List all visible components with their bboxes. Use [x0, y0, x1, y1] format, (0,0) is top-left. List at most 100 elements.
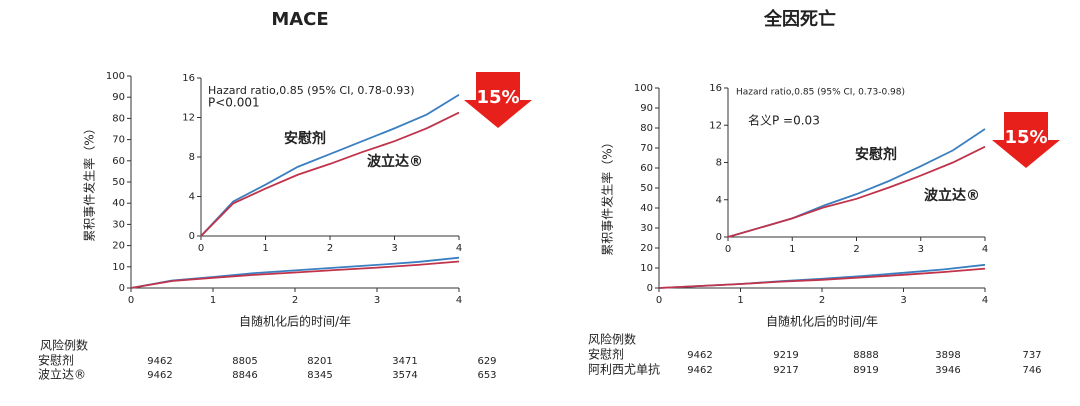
risk-count: 9462 [687, 365, 712, 376]
annotation: Hazard ratio,0.85 (95% CI, 0.73-0.98) [736, 88, 905, 98]
risk-table-title: 风险例数 [588, 332, 636, 347]
annotation: P<0.001 [208, 96, 260, 110]
risk-count: 3946 [935, 365, 960, 376]
risk-row-label: 安慰剂 [588, 347, 624, 362]
inset-x-tick-label: 2 [327, 243, 333, 254]
series-line [727, 145, 986, 238]
risk-count: 3898 [935, 350, 960, 361]
inset-x-tick-label: 0 [725, 244, 731, 255]
main-y-tick-label: 100 [634, 83, 653, 94]
risk-count: 9462 [147, 356, 172, 367]
risk-count: 8201 [307, 356, 332, 367]
risk-count: 3471 [392, 356, 417, 367]
x-axis-label: 自随机化后的时间/年 [766, 314, 878, 329]
risk-table-title: 风险例数 [40, 338, 88, 353]
main-x-tick-label: 4 [456, 295, 462, 306]
risk-row-label: 波立达® [38, 367, 86, 382]
main-y-tick-label: 30 [640, 223, 653, 234]
inset-x-tick-label: 4 [456, 243, 462, 254]
reduction-label: 15% [1004, 127, 1047, 148]
risk-count: 8805 [232, 356, 257, 367]
inset-y-tick-label: 0 [716, 232, 722, 243]
inset-x-tick-label: 4 [982, 244, 988, 255]
main-x-tick-label: 0 [128, 295, 134, 306]
risk-count: 8919 [853, 365, 878, 376]
x-axis-label: 自随机化后的时间/年 [239, 314, 351, 329]
annotation: 名义P =0.03 [748, 113, 820, 128]
risk-row-label: 安慰剂 [38, 353, 74, 368]
inset-y-tick-label: 8 [189, 152, 195, 163]
inset-x-tick-label: 0 [198, 243, 204, 254]
inset-x-tick-label: 3 [918, 244, 924, 255]
risk-count: 8345 [307, 370, 332, 381]
inset-y-tick-label: 16 [709, 83, 722, 94]
chart-title: MACE [271, 9, 328, 30]
main-y-tick-label: 40 [112, 198, 125, 209]
inset-x-tick-label: 1 [262, 243, 268, 254]
main-y-tick-label: 90 [112, 92, 125, 103]
main-y-tick-label: 80 [640, 123, 653, 134]
risk-count: 9462 [687, 350, 712, 361]
series-line [200, 94, 460, 237]
main-y-tick-label: 80 [112, 113, 125, 124]
inset-y-tick-label: 16 [182, 73, 195, 84]
main-x-tick-label: 1 [737, 295, 743, 306]
risk-count: 8888 [853, 350, 878, 361]
main-y-tick-label: 20 [112, 241, 125, 252]
main-y-tick-label: 100 [106, 71, 125, 82]
risk-count: 8846 [232, 370, 257, 381]
main-x-tick-label: 0 [656, 295, 662, 306]
main-y-tick-label: 10 [112, 262, 125, 273]
main-x-tick-label: 3 [900, 295, 906, 306]
main-y-tick-label: 0 [647, 283, 653, 294]
series-line [658, 263, 986, 289]
series-label: 波立达® [367, 153, 423, 170]
reduction-arrow [464, 72, 532, 128]
series-line [200, 111, 460, 237]
main-y-tick-label: 40 [640, 203, 653, 214]
main-y-tick-label: 90 [640, 103, 653, 114]
risk-count: 9217 [773, 365, 798, 376]
main-y-tick-label: 30 [112, 219, 125, 230]
risk-count: 9219 [773, 350, 798, 361]
risk-count: 9462 [147, 370, 172, 381]
main-y-tick-label: 20 [640, 243, 653, 254]
inset-y-tick-label: 0 [189, 231, 195, 242]
main-y-tick-label: 60 [640, 163, 653, 174]
inset-y-tick-label: 12 [709, 120, 722, 131]
y-axis-label: 累积事件发生率（%） [82, 122, 97, 241]
y-axis-label: 累积事件发生率（%） [600, 136, 615, 255]
risk-row-label: 阿利西尤单抗 [588, 362, 660, 377]
series-label: 安慰剂 [855, 146, 897, 163]
main-x-tick-label: 1 [210, 295, 216, 306]
inset-y-tick-label: 4 [716, 195, 722, 206]
main-y-tick-label: 50 [112, 177, 125, 188]
inset-x-tick-label: 3 [391, 243, 397, 254]
inset-y-tick-label: 12 [182, 113, 195, 124]
main-x-tick-label: 2 [819, 295, 825, 306]
series-label: 波立达® [924, 187, 980, 204]
risk-count: 737 [1022, 350, 1041, 361]
main-y-tick-label: 10 [640, 263, 653, 274]
series-label: 安慰剂 [284, 130, 326, 147]
chart-title: 全因死亡 [763, 8, 836, 30]
risk-count: 746 [1022, 365, 1041, 376]
main-x-tick-label: 2 [292, 295, 298, 306]
inset-y-tick-label: 4 [189, 192, 195, 203]
series-line [727, 128, 986, 238]
reduction-arrow [992, 112, 1060, 168]
main-y-tick-label: 60 [112, 156, 125, 167]
annotation: Hazard ratio,0.85 (95% CI, 0.78-0.93) [208, 84, 415, 97]
risk-count: 629 [477, 356, 496, 367]
risk-count: 3574 [392, 370, 417, 381]
risk-count: 653 [477, 370, 496, 381]
main-y-tick-label: 70 [112, 135, 125, 146]
series-line [658, 267, 986, 289]
inset-y-tick-label: 8 [716, 158, 722, 169]
main-y-tick-label: 0 [119, 283, 125, 294]
main-y-tick-label: 70 [640, 143, 653, 154]
inset-x-tick-label: 2 [853, 244, 859, 255]
inset-x-tick-label: 1 [789, 244, 795, 255]
main-x-tick-label: 3 [374, 295, 380, 306]
